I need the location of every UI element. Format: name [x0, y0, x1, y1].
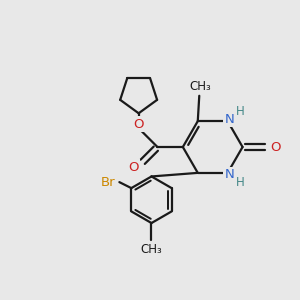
Text: N: N [224, 168, 234, 181]
Text: O: O [134, 118, 144, 130]
Text: O: O [270, 140, 281, 154]
Text: Br: Br [101, 176, 116, 189]
Text: N: N [224, 113, 234, 126]
Text: H: H [236, 105, 244, 118]
Text: H: H [236, 176, 244, 189]
Text: O: O [128, 160, 139, 173]
Text: CH₃: CH₃ [141, 243, 162, 256]
Text: CH₃: CH₃ [189, 80, 211, 93]
